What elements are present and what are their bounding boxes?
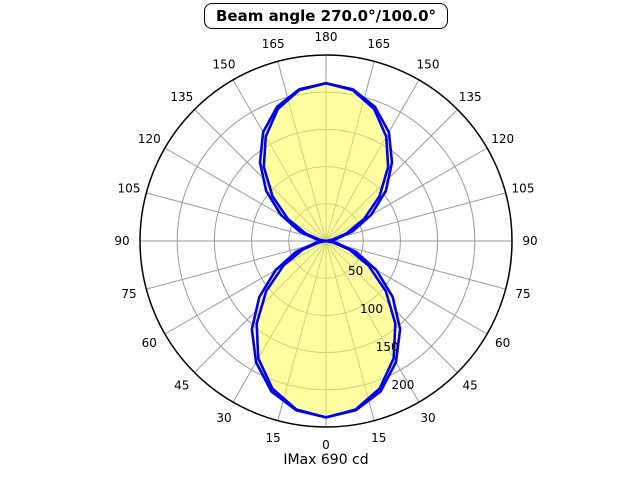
angle-label: 30 [216, 411, 231, 425]
angle-label: 105 [512, 181, 535, 195]
angle-tick-labels: 0 15 30 45 60 75 90 105 120 135 150 165 180 165 150 135… [114, 30, 537, 452]
radial-label: 150 [376, 340, 399, 354]
angle-label: 45 [174, 378, 189, 392]
angle-label: 150 [213, 58, 236, 72]
angle-label: 165 [367, 37, 390, 51]
imax-label: IMax 690 cd [283, 452, 369, 468]
chart-title: Beam angle 270.0°/100.0° [203, 3, 449, 29]
spoke-line [325, 192, 506, 242]
radial-label: 50 [348, 264, 363, 278]
spoke-line [146, 240, 327, 290]
angle-label: 105 [118, 181, 141, 195]
spoke-line [325, 240, 506, 290]
angle-label: 150 [417, 58, 440, 72]
angle-label: 90 [114, 234, 129, 248]
angle-label: 120 [491, 132, 514, 146]
angle-label: 135 [459, 90, 482, 104]
beam-curve-2 [255, 81, 397, 419]
radial-tick-labels: 50 100 150 200 [348, 264, 414, 392]
angle-label: 60 [495, 336, 510, 350]
angle-label: 15 [371, 431, 386, 445]
angle-label: 30 [420, 411, 435, 425]
beam-fill [251, 83, 401, 418]
angle-label: 165 [262, 37, 285, 51]
spoke-line [146, 192, 327, 242]
angle-label: 120 [138, 132, 161, 146]
angle-label: 60 [142, 336, 157, 350]
angle-label: 135 [170, 90, 193, 104]
angle-label: 0 [322, 438, 330, 452]
radial-label: 200 [391, 378, 414, 392]
angle-label: 180 [315, 30, 338, 44]
angle-label: 90 [522, 234, 537, 248]
outer-circle [139, 54, 513, 428]
angle-label: 15 [266, 431, 281, 445]
angle-label: 75 [121, 287, 136, 301]
angle-label: 45 [463, 378, 478, 392]
angle-label: 75 [515, 287, 530, 301]
radial-label: 100 [360, 302, 383, 316]
